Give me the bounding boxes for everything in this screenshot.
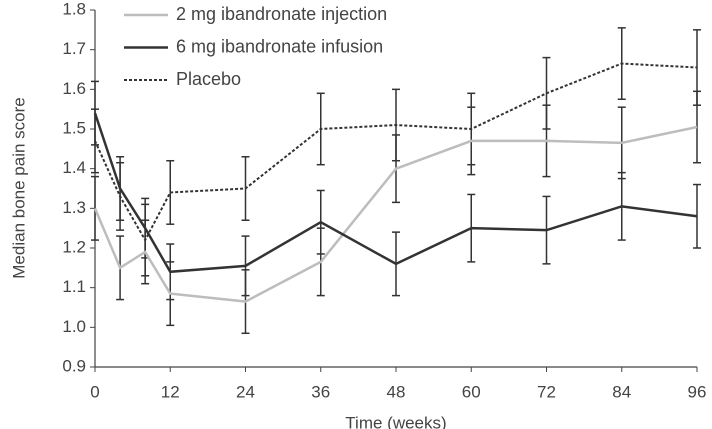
series-line	[94, 62, 698, 243]
x-tick-label: 96	[688, 382, 707, 401]
y-tick-label: 1.0	[62, 317, 86, 336]
y-tick-label: 1.2	[62, 237, 86, 256]
y-tick-label: 0.9	[62, 356, 86, 375]
y-tick-label: 1.8	[62, 0, 86, 18]
y-tick-label: 1.7	[62, 39, 86, 58]
legend-label: Placebo	[176, 69, 241, 89]
y-tick-label: 1.4	[62, 158, 86, 177]
series-line	[93, 112, 698, 274]
y-tick-label: 1.6	[62, 79, 86, 98]
x-tick-label: 48	[387, 382, 406, 401]
legend-label: 6 mg ibandronate infusion	[176, 36, 383, 56]
x-tick-label: 24	[236, 382, 255, 401]
x-tick-label: 60	[462, 382, 481, 401]
y-axis-title: Median bone pain score	[9, 97, 28, 278]
legend-label: 2 mg ibandronate injection	[176, 4, 387, 24]
x-tick-label: 12	[161, 382, 180, 401]
y-tick-label: 1.3	[62, 198, 86, 217]
y-tick-label: 1.1	[62, 277, 86, 296]
x-tick-label: 84	[612, 382, 631, 401]
x-tick-label: 0	[90, 382, 99, 401]
x-tick-label: 72	[537, 382, 556, 401]
x-axis-title: Time (weeks)	[345, 413, 446, 429]
y-tick-label: 1.5	[62, 118, 86, 137]
series-line	[93, 125, 698, 303]
x-tick-label: 36	[311, 382, 330, 401]
